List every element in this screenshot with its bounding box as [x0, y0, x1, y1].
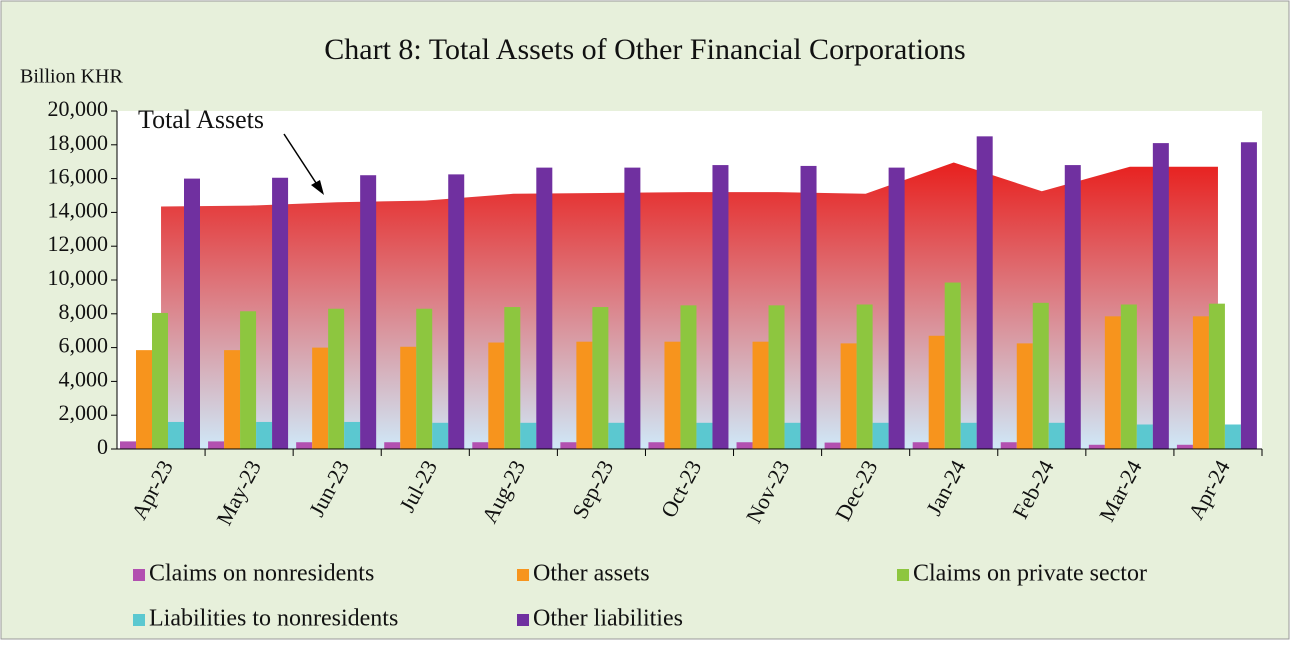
legend-label: Liabilities to nonresidents — [149, 606, 398, 632]
bar — [888, 167, 905, 450]
bar — [960, 422, 977, 449]
bar — [1032, 302, 1049, 449]
bar — [120, 441, 136, 449]
bar — [1016, 343, 1033, 449]
y-tick-label: 0 — [97, 434, 108, 459]
bar — [328, 308, 345, 449]
y-tick-label: 20,000 — [48, 96, 109, 121]
bar — [384, 442, 401, 449]
bar — [360, 175, 377, 449]
legend-label: Claims on nonresidents — [149, 561, 374, 587]
bar — [696, 422, 713, 449]
y-axis-label: Billion KHR — [20, 66, 123, 88]
legend-swatch — [897, 569, 909, 581]
bar — [256, 421, 273, 449]
bar — [520, 422, 537, 449]
bar — [1192, 316, 1209, 449]
bar — [1176, 444, 1193, 449]
bar — [152, 312, 168, 449]
bar — [536, 167, 553, 450]
bar — [872, 422, 889, 449]
bar — [168, 421, 184, 449]
bar — [1088, 444, 1105, 449]
legend-swatch — [517, 614, 529, 626]
bar — [824, 442, 841, 449]
y-tick-label: 2,000 — [59, 400, 109, 425]
bar — [840, 343, 857, 449]
bar — [712, 165, 729, 449]
bar — [136, 350, 152, 449]
bar — [1208, 303, 1225, 449]
legend-label: Claims on private sector — [913, 561, 1147, 587]
bar — [312, 347, 329, 449]
bar — [752, 341, 769, 449]
bar — [768, 305, 785, 449]
y-tick-label: 14,000 — [48, 197, 109, 222]
bar — [856, 304, 873, 449]
bar — [784, 422, 801, 449]
bar — [648, 442, 665, 449]
bar — [1064, 165, 1081, 449]
bar — [184, 178, 200, 449]
bar — [576, 341, 593, 449]
bar — [344, 421, 361, 449]
y-tick-label: 6,000 — [59, 333, 109, 358]
bar — [1152, 143, 1169, 450]
legend-swatch — [133, 614, 145, 626]
bar — [608, 422, 625, 449]
bar — [432, 422, 449, 449]
y-tick-label: 10,000 — [48, 265, 109, 290]
y-tick-label: 12,000 — [48, 231, 109, 256]
bar — [240, 311, 257, 449]
bar — [680, 305, 697, 449]
bar — [592, 307, 609, 449]
legend-label: Other assets — [533, 561, 650, 587]
bar — [928, 335, 945, 449]
bar — [448, 174, 465, 449]
bar — [664, 341, 681, 449]
chart-title: Chart 8: Total Assets of Other Financial… — [324, 33, 965, 66]
legend-swatch — [517, 569, 529, 581]
bar — [1240, 142, 1257, 449]
legend-label: Other liabilities — [533, 606, 683, 632]
legend-swatch — [133, 569, 145, 581]
bar — [472, 442, 489, 449]
annotation-arrow — [283, 133, 319, 187]
bar — [1224, 424, 1241, 449]
bar — [296, 442, 313, 449]
bar — [976, 136, 993, 449]
bar — [800, 165, 817, 450]
bar — [1136, 424, 1153, 449]
y-tick-label: 4,000 — [59, 366, 109, 391]
bar — [944, 282, 961, 449]
bar — [504, 307, 521, 449]
bar — [400, 346, 417, 449]
bar — [736, 442, 753, 449]
bar — [416, 308, 433, 449]
annotation: Total Assets — [138, 105, 264, 134]
bar — [624, 167, 641, 450]
bar — [1104, 316, 1121, 449]
bar — [1048, 422, 1065, 449]
bar — [912, 442, 929, 449]
annotation-arrowhead — [311, 180, 324, 195]
y-tick-label: 8,000 — [59, 299, 109, 324]
bar — [272, 177, 289, 449]
bar — [488, 342, 505, 449]
y-tick-label: 16,000 — [48, 164, 109, 189]
bar — [224, 350, 241, 449]
y-tick-label: 18,000 — [48, 130, 109, 155]
bar — [1000, 442, 1017, 449]
bar — [208, 441, 225, 449]
bar — [1120, 304, 1137, 449]
bar — [560, 442, 577, 449]
